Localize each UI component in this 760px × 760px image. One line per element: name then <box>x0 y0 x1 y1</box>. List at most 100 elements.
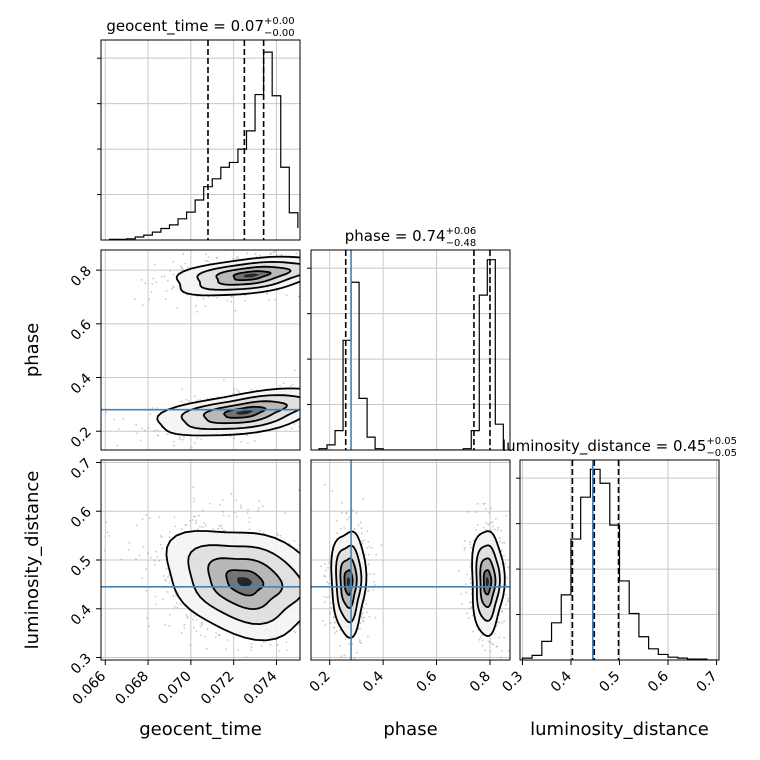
density-phase-vs-luminosity-distance-sample <box>485 665 487 667</box>
density-geocent-time-vs-phase-sample <box>147 427 150 429</box>
density-geocent-time-vs-luminosity-distance-sample <box>193 497 196 500</box>
density-phase-vs-luminosity-distance-sample <box>501 541 504 544</box>
density-geocent-time-vs-phase-sample <box>144 282 147 285</box>
density-geocent-time-vs-phase-sample <box>176 307 179 309</box>
density-phase-vs-luminosity-distance-sample <box>359 622 362 625</box>
density-geocent-time-vs-phase-sample <box>327 394 329 396</box>
density-phase-vs-luminosity-distance-sample <box>471 614 474 617</box>
density-phase-vs-luminosity-distance-sample <box>469 577 472 580</box>
density-phase-vs-luminosity-distance-sample <box>476 523 479 526</box>
density-phase-vs-luminosity-distance-sample <box>363 616 366 619</box>
density-geocent-time-vs-luminosity-distance-sample <box>301 608 303 610</box>
density-phase-vs-luminosity-distance-sample <box>503 636 506 639</box>
density-phase-vs-luminosity-distance-sample <box>475 529 477 531</box>
density-geocent-time-vs-phase-sample <box>152 277 155 280</box>
density-geocent-time-vs-luminosity-distance-sample <box>197 514 200 517</box>
hist-geocent-time-bar-17 <box>255 95 264 240</box>
density-geocent-time-vs-phase-sample <box>150 290 153 293</box>
density-phase-vs-luminosity-distance-sample <box>329 622 332 624</box>
density-phase-vs-luminosity-distance-sample <box>481 644 484 647</box>
density-geocent-time-vs-luminosity-distance-sample <box>153 560 156 562</box>
density-phase-vs-luminosity-distance-sample <box>507 600 509 603</box>
density-phase-vs-luminosity-distance-sample <box>373 584 376 586</box>
hist-phase-title-plus: +0.06 <box>446 226 477 237</box>
density-geocent-time-vs-phase-sample <box>323 400 325 402</box>
density-geocent-time-vs-luminosity-distance-sample <box>305 538 307 540</box>
density-geocent-time-vs-phase-sample <box>280 254 283 256</box>
density-geocent-time-vs-luminosity-distance-sample <box>313 575 315 577</box>
density-phase-vs-luminosity-distance-sample <box>466 612 468 615</box>
density-phase-vs-luminosity-distance-sample <box>469 565 472 568</box>
density-geocent-time-vs-phase-sample <box>207 256 210 259</box>
density-phase-vs-luminosity-distance-sample <box>325 569 328 572</box>
density-geocent-time-vs-phase-sample <box>333 259 335 261</box>
density-geocent-time-vs-luminosity-distance-sample <box>200 622 203 625</box>
xlabel-luminosity-distance: luminosity_distance <box>530 719 709 740</box>
density-geocent-time-vs-luminosity-distance-sample <box>218 525 221 528</box>
density-phase-vs-luminosity-distance-sample <box>360 615 363 618</box>
density-geocent-time-vs-phase-sample <box>253 440 256 443</box>
density-geocent-time-vs-phase-sample <box>315 413 317 415</box>
density-phase-vs-luminosity-distance-sample <box>500 656 502 659</box>
density-geocent-time-vs-phase-sample <box>170 287 173 290</box>
density-phase-vs-luminosity-distance-sample <box>367 563 370 566</box>
density-geocent-time-vs-phase-level-1-4 <box>243 273 259 278</box>
density-geocent-time-vs-luminosity-distance-sample <box>142 545 145 548</box>
hist-phase-title: phase = 0.74+0.06 <box>345 226 476 245</box>
density-phase-vs-luminosity-distance-sample <box>504 593 507 596</box>
density-geocent-time-vs-luminosity-distance-sample <box>303 626 305 628</box>
bottom-phase-xtick-label-0: 0.2 <box>307 668 334 695</box>
density-phase-vs-luminosity-distance-sample <box>461 603 464 605</box>
density-geocent-time-vs-phase-sample <box>250 388 253 391</box>
density-geocent-time-vs-luminosity-distance-sample <box>174 525 177 528</box>
density-geocent-time-vs-luminosity-distance-sample <box>276 534 279 537</box>
density-geocent-time-vs-luminosity-distance-sample <box>221 527 223 530</box>
left-lumdist-ytick-label-4: 0.7 <box>68 455 95 482</box>
density-geocent-time-vs-phase-sample <box>179 438 181 441</box>
density-phase-vs-luminosity-distance-sample <box>464 583 467 586</box>
density-geocent-time-vs-luminosity-distance-sample <box>172 595 175 597</box>
density-geocent-time-vs-luminosity-distance-sample <box>204 524 207 527</box>
density-geocent-time-vs-phase-sample <box>331 271 333 273</box>
density-geocent-time-vs-phase-sample <box>232 392 235 395</box>
density-geocent-time-vs-phase-sample <box>164 298 167 301</box>
density-geocent-time-vs-phase-sample <box>320 278 322 280</box>
density-geocent-time-vs-phase-sample <box>172 444 175 447</box>
density-phase-vs-luminosity-distance-sample <box>465 573 468 576</box>
density-geocent-time-vs-luminosity-distance-sample <box>199 525 201 528</box>
density-geocent-time-vs-luminosity-distance-sample <box>224 648 227 651</box>
density-phase-vs-luminosity-distance-sample <box>501 649 503 652</box>
density-phase-vs-luminosity-distance-sample <box>465 591 468 594</box>
density-phase-vs-luminosity-distance-sample <box>327 566 329 569</box>
density-phase-vs-luminosity-distance-sample <box>340 511 343 514</box>
density-geocent-time-vs-phase-sample <box>308 389 310 391</box>
density-geocent-time-vs-luminosity-distance-sample <box>250 646 253 649</box>
density-geocent-time-vs-luminosity-distance-sample <box>309 589 311 591</box>
density-geocent-time-vs-phase-sample <box>312 264 314 266</box>
density-geocent-time-vs-phase-sample <box>285 294 288 297</box>
density-phase-vs-luminosity-distance-sample <box>321 620 324 622</box>
density-geocent-time-vs-luminosity-distance-sample <box>220 524 223 527</box>
density-phase-vs-luminosity-distance-sample <box>469 543 472 546</box>
xlabel-phase: phase <box>383 719 437 740</box>
hist-geocent-time-bar-12 <box>212 179 221 240</box>
hist-phase-bar-2 <box>335 431 343 450</box>
density-phase-vs-luminosity-distance-contour-0-0 <box>330 530 368 640</box>
hist-phase-bar-19 <box>471 431 479 450</box>
density-geocent-time-vs-phase-sample <box>180 400 183 403</box>
density-geocent-time-vs-phase-sample <box>375 406 377 408</box>
density-phase-vs-luminosity-distance-sample <box>333 632 336 635</box>
density-phase-vs-luminosity-distance-sample <box>467 617 470 619</box>
density-phase-vs-luminosity-distance-sample <box>481 634 484 637</box>
density-geocent-time-vs-luminosity-distance-sample <box>327 605 329 607</box>
density-geocent-time-vs-phase-sample <box>236 255 239 258</box>
density-geocent-time-vs-phase-sample <box>168 270 171 272</box>
density-geocent-time-vs-phase-sample <box>308 256 310 258</box>
density-geocent-time-vs-luminosity-distance-sample <box>293 630 296 633</box>
density-geocent-time-vs-luminosity-distance-sample <box>148 517 151 520</box>
density-phase-vs-luminosity-distance-sample <box>343 654 346 657</box>
left-phase-ytick-label-3: 0.8 <box>68 263 95 290</box>
density-geocent-time-vs-phase-sample <box>315 378 317 380</box>
density-geocent-time-vs-luminosity-distance-sample <box>201 509 204 512</box>
density-geocent-time-vs-luminosity-distance-sample <box>246 512 249 515</box>
